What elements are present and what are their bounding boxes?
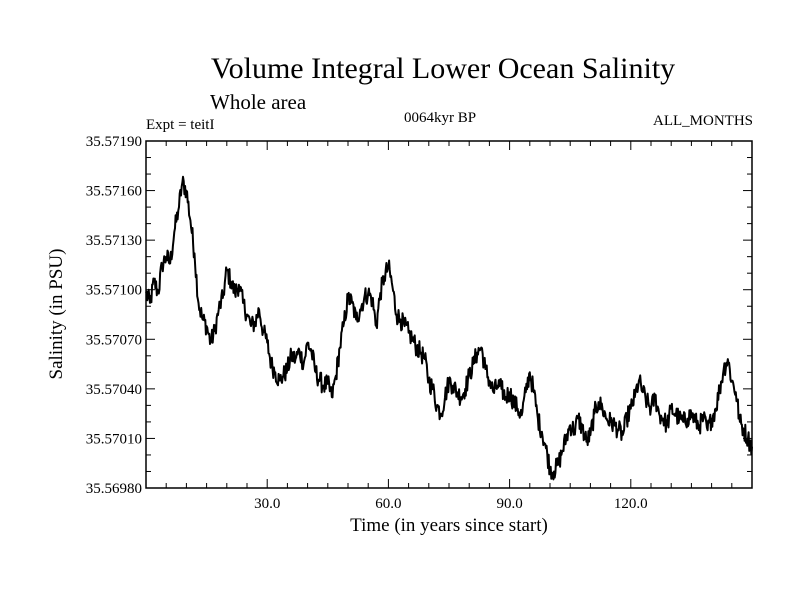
- x-tick-label: 120.0: [614, 496, 648, 512]
- y-tick-label: 35.57130: [86, 233, 142, 249]
- chart-subtitle: Whole area: [210, 90, 307, 114]
- period-label: 0064kyr BP: [404, 110, 477, 126]
- y-tick-label: 35.57040: [86, 382, 142, 398]
- x-tick-label: 90.0: [496, 496, 522, 512]
- chart-title: Volume Integral Lower Ocean Salinity: [210, 52, 676, 85]
- salinity-series-line: [145, 175, 753, 481]
- x-tick-label: 30.0: [254, 496, 280, 512]
- x-tick-label: 60.0: [375, 496, 401, 512]
- plot-frame: [145, 140, 753, 489]
- y-axis-label: Salinity (in PSU): [46, 249, 67, 380]
- experiment-label: Expt = teitI: [146, 117, 215, 133]
- y-tick-label: 35.57190: [86, 134, 142, 150]
- x-axis-label: Time (in years since start): [350, 515, 548, 536]
- y-axis-ticks: 35.56980 35.57010 35.57040 35.57070 35.57100…: [86, 134, 752, 497]
- y-tick-label: 35.57010: [86, 431, 142, 447]
- x-axis-ticks: 30.0 60.0 90.0 120.0: [145, 141, 753, 512]
- y-tick-label: 35.57070: [86, 332, 142, 348]
- y-tick-label: 35.56980: [86, 481, 142, 497]
- months-label: ALL_MONTHS: [653, 113, 753, 129]
- y-tick-label: 35.57100: [86, 283, 142, 299]
- y-tick-label: 35.57160: [86, 184, 142, 200]
